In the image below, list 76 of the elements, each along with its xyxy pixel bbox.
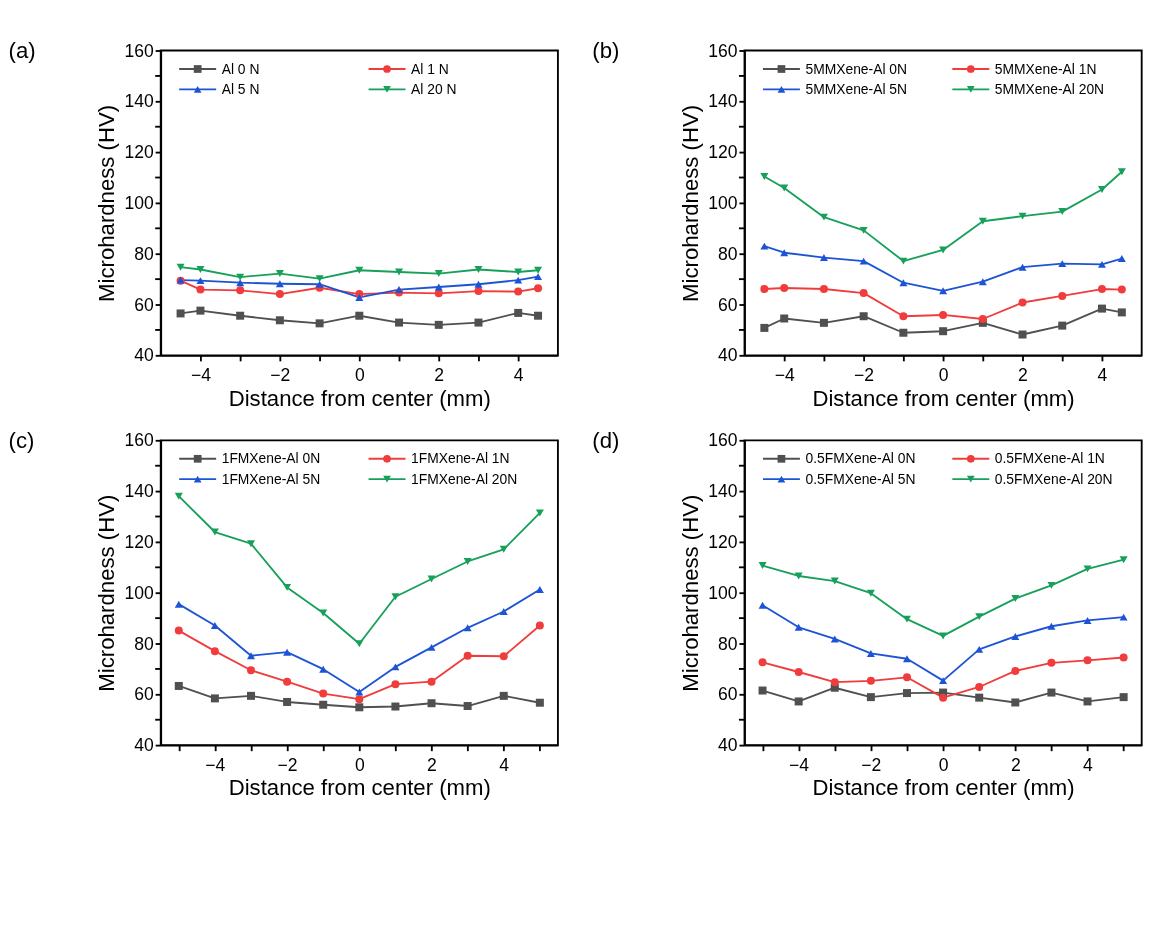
legend-label: 1FMXene-Al 1N [411, 450, 510, 467]
legend-label: 1FMXene-Al 20N [411, 470, 518, 487]
chart-title: (d) [592, 427, 620, 453]
y-axis-title: Microhardness (HV) [678, 494, 704, 692]
y-tick-label: 100 [708, 582, 738, 603]
x-axis-title: Distance from center (mm) [228, 775, 491, 801]
y-tick-label: 120 [708, 531, 738, 552]
y-tick-label: 100 [124, 192, 155, 213]
x-axis-title: Distance from center (mm) [812, 385, 1075, 411]
x-tick-label: 4 [1097, 364, 1108, 385]
x-tick-label: 2 [427, 754, 437, 775]
x-axis-title: Distance from center (mm) [812, 775, 1075, 801]
chart-title: (c) [8, 427, 35, 453]
y-axis-title: Microhardness (HV) [94, 494, 120, 692]
y-axis-title: Microhardness (HV) [94, 104, 120, 302]
y-tick-label: 80 [134, 243, 155, 264]
chart-title: (a) [8, 37, 36, 63]
x-tick-label: 2 [434, 364, 445, 385]
y-tick-label: 80 [718, 243, 738, 264]
y-tick-label: 160 [708, 40, 738, 61]
legend-label: 0.5FMXene-Al 5N [805, 470, 916, 487]
x-tick-label: 4 [499, 754, 510, 775]
x-axis-title: Distance from center (mm) [228, 385, 491, 411]
y-tick-label: 40 [134, 345, 155, 366]
x-tick-label: −2 [270, 364, 291, 385]
x-tick-label: −4 [190, 364, 212, 385]
y-tick-label: 80 [134, 633, 155, 654]
y-tick-label: 140 [708, 481, 738, 502]
legend-label: 0.5FMXene-Al 1N [994, 450, 1105, 467]
legend-label: 1FMXene-Al 0N [221, 450, 321, 467]
legend-label: Al 5 N [221, 80, 260, 97]
legend-label: 5MMXene-Al 1N [994, 60, 1097, 77]
x-tick-label: 4 [513, 364, 524, 385]
y-tick-label: 60 [134, 294, 155, 315]
y-tick-label: 160 [708, 430, 738, 451]
y-axis-title: Microhardness (HV) [678, 104, 704, 302]
legend-label: 1FMXene-Al 5N [221, 470, 321, 487]
y-tick-label: 100 [124, 582, 155, 603]
x-tick-label: 4 [1083, 754, 1094, 775]
x-tick-label: −4 [774, 364, 795, 385]
y-tick-label: 40 [134, 735, 155, 756]
x-tick-label: −4 [789, 754, 810, 775]
x-tick-label: 0 [354, 364, 365, 385]
y-tick-label: 40 [718, 735, 738, 756]
y-tick-label: 60 [718, 294, 738, 315]
legend-label: Al 0 N [221, 60, 260, 77]
legend-label: 0.5FMXene-Al 20N [994, 470, 1113, 487]
x-tick-label: −2 [861, 754, 882, 775]
y-tick-label: 140 [124, 481, 155, 502]
y-tick-label: 140 [708, 91, 738, 112]
x-tick-label: 2 [1018, 364, 1028, 385]
legend-label: 5MMXene-Al 5N [805, 80, 908, 97]
x-tick-label: 2 [1010, 754, 1021, 775]
legend-label: 5MMXene-Al 20N [994, 80, 1105, 97]
y-tick-label: 40 [718, 345, 738, 366]
legend-label: 5MMXene-Al 0N [805, 60, 908, 77]
y-tick-label: 160 [124, 40, 155, 61]
y-tick-label: 100 [708, 192, 738, 213]
legend-label: Al 1 N [411, 60, 449, 77]
y-tick-label: 120 [124, 531, 155, 552]
x-tick-label: −4 [205, 754, 226, 775]
x-tick-label: 0 [938, 754, 949, 775]
y-tick-label: 60 [718, 684, 738, 705]
legend-label: Al 20 N [411, 80, 457, 97]
x-tick-label: 0 [938, 364, 949, 385]
y-tick-label: 60 [134, 684, 155, 705]
chart-title: (b) [592, 37, 620, 63]
y-tick-label: 140 [124, 91, 155, 112]
y-tick-label: 120 [708, 142, 738, 163]
x-tick-label: −2 [854, 364, 875, 385]
y-tick-label: 160 [124, 430, 155, 451]
y-tick-label: 120 [124, 142, 155, 163]
y-tick-label: 80 [718, 633, 738, 654]
x-tick-label: 0 [354, 754, 365, 775]
x-tick-label: −2 [277, 754, 298, 775]
legend-label: 0.5FMXene-Al 0N [805, 450, 916, 467]
